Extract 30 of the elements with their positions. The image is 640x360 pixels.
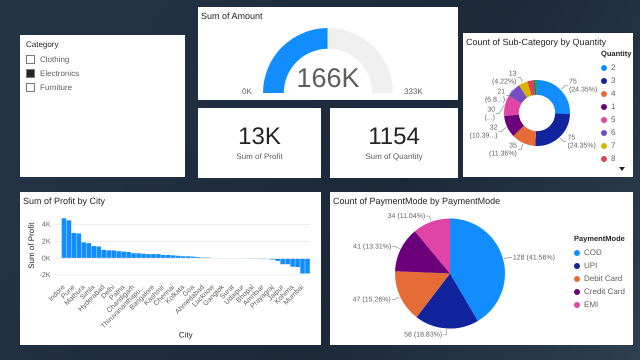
text: Category (26, 40, 60, 49)
legend-label: Debit Card (584, 274, 622, 283)
legend-label: COD (584, 248, 602, 257)
x-axis-title: City (178, 330, 193, 340)
text: 333K (404, 87, 423, 96)
text: Furniture (40, 82, 72, 92)
text: 1154 (368, 123, 420, 150)
text: Sum of Profit (236, 152, 283, 161)
legend-label: 4 (611, 89, 616, 98)
chart-title: Sum of Amount (201, 10, 264, 23)
legend-label: 1 (611, 102, 616, 111)
chart-title: Count of Sub-Category by Quantity (466, 36, 608, 49)
text: 13K (238, 123, 281, 150)
legend-label: 3 (611, 76, 616, 85)
legend-label: EMI (584, 300, 598, 309)
text: 166K (296, 63, 360, 93)
text: 0K (242, 87, 252, 96)
chart-title: Sum of Profit by City (23, 195, 106, 208)
legend-label: 8 (611, 154, 616, 163)
legend-label: Credit Card (584, 287, 625, 296)
legend-label: 2 (611, 63, 616, 72)
text: Clothing (40, 54, 70, 64)
legend-label: UPI (584, 261, 598, 270)
text: Electronics (40, 68, 80, 78)
y-axis-title: Sum of Profit (27, 222, 36, 269)
legend-label: 6 (611, 128, 616, 137)
legend-label: 5 (611, 115, 616, 124)
chart-title: Count of PaymentMode by PaymentMode (333, 195, 502, 208)
legend-label: 7 (611, 141, 616, 150)
text: Sum of Quantity (365, 152, 423, 161)
